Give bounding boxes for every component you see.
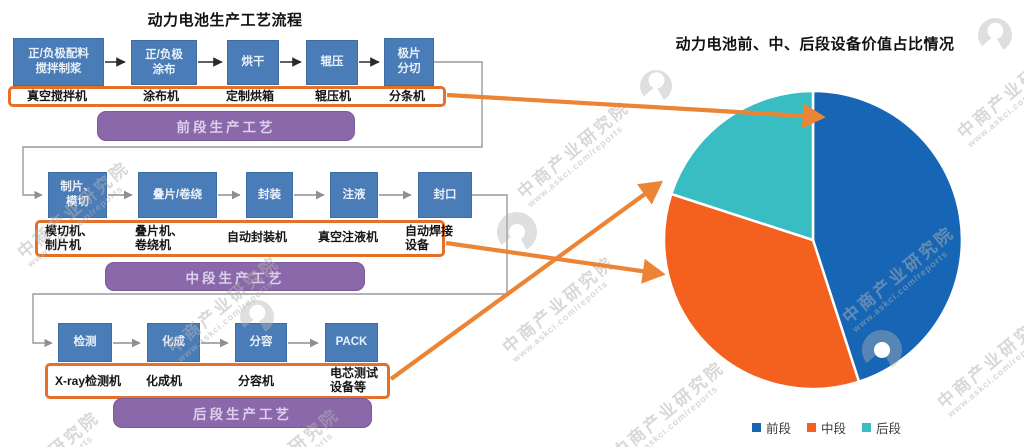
flow-step-pack: PACK — [325, 323, 378, 362]
legend-label: 后段 — [876, 422, 902, 436]
middle-stage-banner: 中段生产工艺 — [105, 262, 365, 291]
chart-legend: 前段 中段 后段 — [752, 418, 901, 437]
rear-equipment-frame — [45, 363, 390, 399]
equipment-label: 叠片机、 卷绕机 — [135, 224, 184, 253]
legend-item-rear: 后段 — [862, 418, 901, 437]
flow-step-sheeting: 制片、 模切 — [48, 172, 107, 218]
legend-swatch-front-icon — [752, 423, 761, 432]
flow-step-drying: 烘干 — [227, 40, 279, 85]
flow-step-packaging: 封装 — [246, 172, 293, 218]
legend-swatch-middle-icon — [807, 423, 817, 432]
flow-step-rolling: 辊压 — [306, 40, 358, 85]
flow-step-sealing: 封口 — [418, 172, 472, 218]
flow-step-electrolyte-filling: 注液 — [330, 172, 378, 218]
flow-step-slitting: 极片 分切 — [384, 38, 434, 86]
chart-title: 动力电池前、中、后段设备价值占比情况 — [675, 36, 955, 53]
legend-swatch-rear-icon — [862, 423, 872, 432]
equipment-label: 辊压机 — [315, 89, 352, 103]
pie-slice-front — [811, 89, 964, 384]
pie-slice-middle — [662, 192, 861, 391]
pie-slice-rear — [669, 89, 815, 242]
flow-step-grading: 分容 — [235, 323, 287, 362]
flow-step-formation: 化成 — [147, 323, 200, 362]
legend-label: 前段 — [766, 422, 792, 436]
equipment-label: X-ray检测机 — [55, 374, 122, 388]
equipment-label: 电芯测试 设备等 — [330, 366, 379, 395]
equipment-label: 自动封装机 — [227, 230, 288, 244]
equipment-label: 真空搅拌机 — [27, 89, 88, 103]
equipment-label: 定制烘箱 — [226, 89, 275, 103]
flow-step-coating: 正/负极 涂布 — [131, 40, 197, 85]
front-to-middle-connector — [22, 61, 483, 200]
front-equipment-frame — [8, 86, 446, 107]
equipment-label: 化成机 — [146, 374, 183, 388]
flow-step-mixing: 正/负极配料 搅拌制浆 — [13, 38, 104, 86]
flow-title: 动力电池生产工艺流程 — [147, 12, 303, 29]
equipment-label: 自动焊接 设备 — [405, 224, 454, 253]
legend-item-middle: 中段 — [807, 418, 846, 437]
pie-chart — [662, 89, 964, 391]
equipment-label: 真空注液机 — [318, 230, 379, 244]
legend-item-front: 前段 — [752, 418, 791, 437]
rear-stage-banner: 后段生产工艺 — [113, 398, 372, 428]
legend-label: 中段 — [821, 422, 847, 436]
flow-step-stacking: 叠片/卷绕 — [138, 172, 217, 218]
equipment-label: 分容机 — [238, 374, 275, 388]
equipment-label: 涂布机 — [143, 89, 180, 103]
flow-step-testing: 检测 — [58, 323, 112, 362]
equipment-label: 分条机 — [389, 89, 426, 103]
front-stage-banner: 前段生产工艺 — [97, 111, 355, 141]
equipment-label: 模切机、 制片机 — [45, 224, 94, 253]
